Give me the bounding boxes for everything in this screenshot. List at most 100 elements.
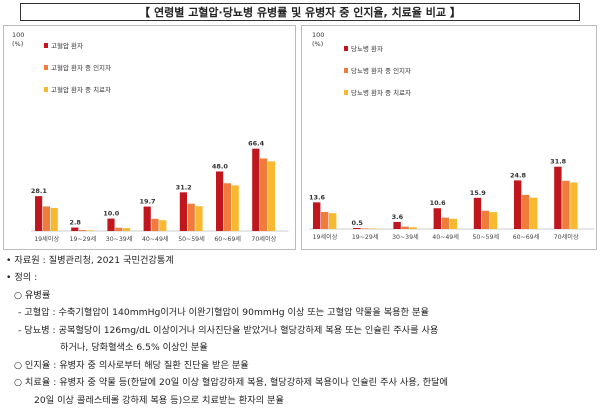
- bar: [86, 230, 94, 231]
- hypertension-definition: - 고혈압 : 수축기혈압이 140mmHg이거나 이완기혈압이 90mmHg …: [18, 307, 429, 318]
- source-note: • 자료원 : 질병관리청, 2021 국민건강통계: [6, 255, 174, 266]
- page-title: 【 연령별 고혈압·당뇨병 유병률 및 유병자 중 인지율, 치료율 비교 】: [20, 3, 580, 21]
- data-label: 19.7: [139, 198, 155, 206]
- y-unit-label: (%): [312, 40, 323, 48]
- category-label: 30~39세: [392, 233, 419, 241]
- diabetes-definition-cont: 하거나, 당화혈색소 6.5% 이상인 분율: [60, 342, 208, 353]
- treatment-definition: ○ 치료율 : 유병자 중 약물 등(한달에 20일 이상 혈압강하제 복용, …: [14, 377, 448, 388]
- bar: [449, 218, 457, 229]
- category-label: 30~39세: [106, 235, 133, 243]
- awareness-definition: ○ 인지율 : 유병자 중 의사로부터 해당 질환 진단을 받은 분율: [14, 360, 249, 371]
- bar: [107, 218, 115, 231]
- legend-swatch: [44, 43, 48, 48]
- category-label: 50~59세: [178, 235, 205, 243]
- data-label: 0.5: [351, 219, 363, 227]
- category-label: 19~29세: [352, 233, 379, 241]
- legend-swatch: [344, 90, 348, 95]
- category-label: 60~69세: [513, 233, 540, 241]
- category-label: 19세이상: [313, 233, 338, 241]
- bar: [79, 230, 87, 231]
- bar: [151, 218, 159, 231]
- bar: [216, 171, 224, 231]
- data-label: 24.8: [510, 171, 527, 179]
- data-label: 2.8: [69, 219, 81, 227]
- bar: [489, 212, 498, 229]
- category-label: 70세이상: [554, 233, 579, 241]
- bar: [143, 206, 151, 231]
- bar: [267, 161, 275, 231]
- legend-label: 당뇨병 환자 중 인지자: [351, 66, 411, 75]
- data-label: 15.9: [470, 189, 487, 197]
- bar: [187, 203, 195, 231]
- legend-label: 고혈압 환자: [51, 41, 83, 50]
- bar: [159, 220, 167, 231]
- bar: [353, 228, 361, 229]
- legend-swatch: [44, 87, 48, 92]
- bar: [554, 166, 562, 229]
- bar: [313, 202, 321, 229]
- bar: [409, 227, 417, 229]
- category-label: 40~49세: [142, 235, 169, 243]
- category-label: 19~29세: [70, 235, 97, 243]
- bar: [35, 196, 43, 231]
- bar: [522, 194, 530, 229]
- bar: [530, 197, 538, 229]
- bar: [260, 158, 268, 231]
- legend-label: 당뇨병 환자: [351, 44, 383, 53]
- bar: [393, 221, 401, 229]
- data-label: 13.6: [309, 193, 326, 201]
- category-label: 70세이상: [251, 235, 276, 243]
- y-unit-label: (%): [12, 40, 23, 48]
- data-label: 31.2: [176, 183, 192, 191]
- diabetes-definition: - 당뇨병 : 공복혈당이 126mg/dL 이상이거나 의사진단을 받았거나 …: [18, 325, 439, 336]
- y-unit-label: 100: [12, 31, 24, 39]
- bar: [361, 228, 369, 229]
- bar: [223, 183, 231, 231]
- y-unit-label: 100: [312, 31, 324, 39]
- bar: [433, 208, 441, 229]
- data-label: 10.6: [430, 199, 447, 207]
- legend-label: 고혈압 환자 중 치료자: [51, 85, 111, 94]
- bar: [441, 217, 449, 229]
- treatment-definition-cont: 20일 이상 콜레스테롤 강하제 복용 등)으로 치료받는 환자의 분율: [34, 395, 284, 406]
- bar: [570, 182, 578, 229]
- legend-label: 고혈압 환자 중 인지자: [51, 63, 111, 72]
- bar: [321, 211, 329, 229]
- legend-swatch: [44, 65, 48, 70]
- legend-label: 당뇨병 환자 중 치료자: [351, 88, 411, 97]
- bar: [123, 228, 131, 231]
- legend-swatch: [344, 68, 348, 73]
- bar: [369, 228, 377, 229]
- bar: [473, 197, 482, 229]
- category-label: 60~69세: [214, 235, 241, 243]
- data-label: 28.1: [31, 187, 48, 195]
- bar: [514, 180, 522, 229]
- data-label: 10.0: [103, 210, 120, 218]
- bar: [50, 207, 58, 231]
- data-label: 3.6: [392, 213, 404, 221]
- data-label: 48.0: [212, 162, 229, 170]
- prevalence-heading: ○ 유병률: [14, 290, 51, 301]
- data-label: 31.8: [550, 158, 567, 166]
- bar: [115, 227, 123, 231]
- bar: [252, 148, 260, 231]
- bar: [231, 185, 239, 231]
- legend-swatch: [344, 46, 348, 51]
- bar: [42, 206, 50, 231]
- bar: [401, 226, 409, 229]
- data-label: 66.4: [248, 140, 265, 148]
- category-label: 19세이상: [34, 235, 59, 243]
- bar: [481, 210, 490, 229]
- bar: [329, 213, 337, 229]
- definition-heading: • 정의 :: [6, 272, 38, 283]
- bar: [562, 180, 570, 229]
- bar: [195, 206, 203, 231]
- category-label: 50~59세: [472, 233, 499, 241]
- bar: [179, 192, 187, 231]
- bar: [71, 227, 79, 231]
- category-label: 40~49세: [432, 233, 459, 241]
